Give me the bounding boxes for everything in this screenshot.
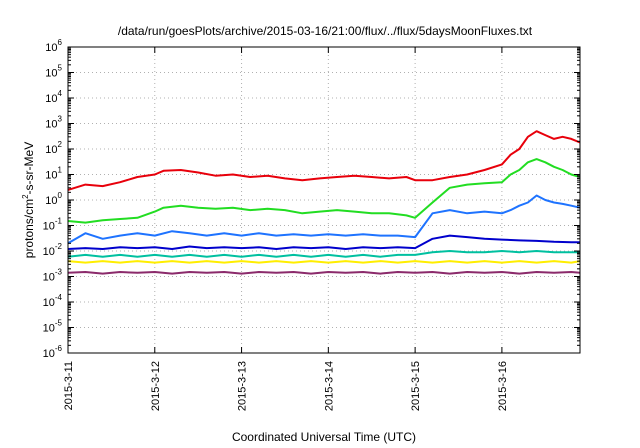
y-tick-base: 10: [43, 323, 55, 335]
y-tick-label: 10-4: [43, 293, 63, 309]
series-line-5: [67, 250, 580, 258]
y-tick-base: 10: [43, 221, 55, 233]
y-tick-base: 10: [43, 272, 55, 284]
y-tick-label: 103: [45, 115, 62, 131]
y-tick-label: 10-5: [43, 319, 63, 335]
series-line-7: [67, 271, 581, 275]
y-tick-label: 10-1: [43, 217, 63, 233]
y-tick-label: 10-2: [43, 242, 63, 258]
y-tick-base: 10: [45, 119, 57, 131]
y-tick-exponent: 0: [58, 191, 63, 200]
y-axis-label-main: protons/cm: [22, 199, 36, 258]
x-tick-label: 2015-3-16: [497, 361, 509, 411]
x-tick-label: 2015-3-14: [323, 361, 335, 411]
chart-title: /data/run/goesPlots/archive/2015-03-16/2…: [118, 24, 533, 38]
y-tick-base: 10: [43, 246, 55, 258]
y-tick-exponent: -2: [55, 242, 63, 251]
y-tick-exponent: -5: [55, 319, 63, 328]
x-tick-label: 2015-3-15: [410, 361, 422, 411]
y-tick-base: 10: [45, 93, 57, 105]
y-tick-label: 10-3: [43, 268, 63, 284]
y-tick-label: 100: [45, 191, 62, 207]
y-axis-label-sup: 2: [21, 194, 30, 199]
y-tick-base: 10: [45, 144, 57, 156]
y-tick-label: 106: [45, 38, 62, 54]
y-axis-label: protons/cm2-s-sr-MeV: [21, 142, 36, 258]
y-tick-base: 10: [45, 195, 57, 207]
y-axis-label-rest: -s-sr-MeV: [22, 142, 36, 195]
series-line-6: [67, 260, 581, 264]
y-axis-ticks: 10-610-510-410-310-210-11001011021031041…: [43, 38, 580, 360]
y-tick-label: 102: [45, 140, 62, 156]
x-tick-label: 2015-3-11: [63, 361, 75, 410]
grid-lines: [68, 47, 580, 353]
y-tick-exponent: -1: [55, 217, 63, 226]
y-tick-exponent: 1: [58, 166, 63, 175]
y-tick-exponent: 3: [58, 115, 63, 124]
y-tick-exponent: 2: [58, 140, 63, 149]
series-line-1: [67, 130, 581, 191]
y-tick-label: 101: [45, 166, 62, 182]
series-line-3: [67, 194, 581, 245]
y-tick-label: 105: [45, 64, 62, 80]
x-tick-label: 2015-3-13: [237, 361, 249, 411]
y-tick-exponent: -6: [55, 344, 63, 353]
y-tick-exponent: -3: [55, 268, 63, 277]
y-tick-base: 10: [45, 42, 57, 54]
x-axis-label: Coordinated Universal Time (UTC): [232, 430, 416, 444]
y-tick-exponent: 5: [58, 64, 63, 73]
series-line-4: [67, 234, 580, 250]
y-tick-exponent: -4: [55, 293, 63, 302]
x-axis-ticks: 2015-3-11 2015-3-12 2015-3-13 2015-3-14 2015…: [63, 47, 509, 411]
x-tick-label: 2015-3-12: [150, 361, 162, 411]
series-line-2: [67, 158, 581, 224]
y-tick-exponent: 4: [58, 89, 63, 98]
y-tick-base: 10: [45, 68, 57, 80]
y-tick-label: 104: [45, 89, 62, 105]
y-tick-label: 10-6: [43, 344, 63, 360]
series-lines: [67, 130, 581, 275]
y-tick-exponent: 6: [58, 38, 63, 47]
y-tick-base: 10: [45, 170, 57, 182]
y-tick-base: 10: [43, 348, 55, 360]
y-tick-base: 10: [43, 297, 55, 309]
